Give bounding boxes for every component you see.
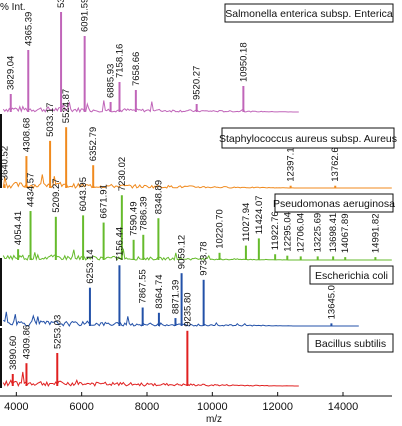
y-axis-label: % Int. [0,2,26,13]
peak-label: 5524.87 [61,89,72,123]
peak-label: 5209.27 [51,178,62,212]
peak-label: 8348.89 [153,180,164,214]
x-axis-label: m/z [206,414,222,425]
peak-label: 11922.76 [270,211,281,250]
peak-label: 5253.03 [52,315,63,349]
peak-label: 3829.04 [6,56,17,90]
x-tick-label: 8000 [135,401,159,413]
peak-label: 14991.82 [370,213,381,253]
peak-label: 6885.93 [106,64,117,98]
panel-name-box [274,193,394,213]
spectrum-baseline [2,174,392,190]
panel-name: Pseudomonas aeruginosa [273,198,395,210]
panel-name-box [224,3,394,23]
peak-label: 4309.86 [21,325,32,359]
x-tick-label: 12000 [262,401,293,413]
peak-label: 11424.07 [254,195,265,234]
peak-label: 4054.41 [13,211,24,245]
peak-label: 9235.80 [182,292,193,326]
x-tick-label: 14000 [328,401,359,413]
peak-label: 10950.18 [238,42,249,82]
peak-label: 14067.89 [340,213,351,253]
peak-label: 8871.39 [170,280,181,314]
spectrum-panels: 3829.04 4365.39 5369.13 6091.59 6885.937158.… [0,0,397,388]
x-tick-label: 6000 [69,401,93,413]
spectrum-panel: 3890.60 4309.86 5253.03 9235.80 Bacillus sub… [0,292,394,388]
peak-label: 3640.52 [0,146,11,180]
spectrum-panel: 6253.14 7156.44 7867.55 8364.74 8871.39 9059.… [0,227,394,328]
panel-name-box [221,127,395,149]
peak-label: 4434.57 [26,173,37,207]
x-tick-label: 4000 [4,401,28,413]
peak-label: 12706.04 [296,213,307,253]
panel-name-box [307,333,394,353]
peak-label: 13698.41 [328,213,339,253]
panel-name: Bacillus subtilis [315,338,386,350]
peak-label: 10220.70 [215,209,226,249]
peak-label: 7867.55 [138,269,149,303]
peak-label: 5369.13 [56,0,67,8]
peak-label: 6253.14 [85,249,96,283]
peak-label: 4308.68 [21,118,32,152]
peak-label: 12295.04 [282,212,293,252]
peak-label: 13225.69 [313,213,324,253]
x-tick-label: 10000 [197,401,228,413]
spectrum-baseline [2,100,299,114]
panel-name: Staphylococcus aureus subsp. Aureus [219,133,397,145]
peak-label: 6091.59 [80,0,91,32]
peak-label: 12397.15 [286,142,297,182]
peak-label: 4365.39 [23,12,34,46]
peak-label: 7658.66 [131,52,142,86]
peak-label: 8364.74 [154,274,165,308]
panel-name-box [309,265,394,285]
peak-label: 7156.44 [114,227,125,261]
spectrum-panel: 3829.04 4365.39 5369.13 6091.59 6885.937158.… [2,0,394,114]
peak-label: 9733.78 [199,241,210,275]
peak-label: 5033.17 [45,103,56,137]
spectrum-baseline [2,248,392,262]
peak-label: 7886.39 [138,196,149,230]
peak-label: 7158.16 [114,44,125,78]
peak-label: 3890.60 [8,336,19,370]
peak-label: 9520.27 [192,66,203,100]
peak-label: 6671.91 [99,184,110,218]
x-axis: 4000 6000 8000 10000 12000 14000 [0,392,392,413]
peak-label: 7230.02 [117,157,128,191]
peak-label: 7590.49 [129,201,140,235]
peak-label: 9059.12 [177,235,188,269]
peak-label: 13762.64 [330,142,341,182]
peak-label: 6043.95 [78,177,89,211]
panel-name: Escherichia coli [315,270,388,282]
spectrum-panel: 3640.52 4308.68 5033.17 5524.87 6352.79 12397… [0,89,397,190]
peak-label: 13645.06 [326,280,337,320]
peak-label: 6352.79 [88,127,99,161]
spectrum-baseline [2,371,299,387]
peak-label: 11027.94 [241,203,252,242]
panel-name: Salmonella enterica subsp. Enterica [225,8,393,20]
